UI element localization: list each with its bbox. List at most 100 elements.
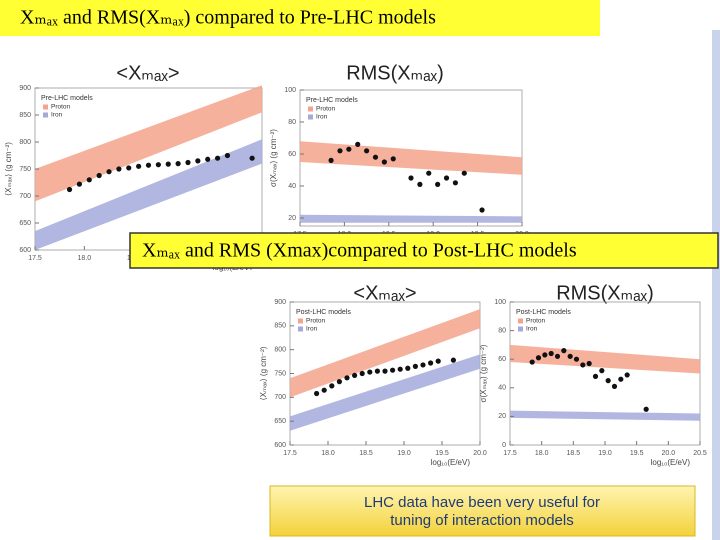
data-point (314, 390, 320, 397)
x-axis-label: log₁₀(E/eV) (431, 458, 471, 467)
side-border (712, 30, 720, 540)
slide-title: Xₘₐₓ and RMS(Xₘₐₓ) compared to Pre-LHC m… (20, 7, 436, 29)
data-point (155, 162, 161, 168)
x-tick-label: 18.0 (535, 450, 549, 457)
data-point (329, 383, 335, 389)
legend-swatch (518, 326, 523, 332)
y-tick-label: 700 (274, 394, 286, 401)
data-point (542, 352, 548, 358)
data-point (136, 163, 142, 169)
y-axis-label: σ(Xₘₐₓ) (g cm⁻²) (479, 344, 488, 402)
note-box (269, 485, 696, 537)
data-point (381, 159, 387, 165)
data-point (355, 141, 361, 147)
data-point (145, 162, 152, 168)
x-tick-label: 18.0 (78, 255, 92, 262)
y-tick-label: 80 (288, 119, 296, 126)
data-point (452, 180, 458, 186)
chart-title: RMS(Xₘₐₓ) (346, 62, 444, 84)
x-tick-label: 18.0 (321, 450, 335, 457)
data-point (321, 387, 327, 393)
data-point (96, 172, 102, 179)
y-tick-label: 650 (19, 220, 31, 227)
data-point (214, 155, 221, 161)
x-tick-label: 19.0 (397, 450, 411, 457)
y-tick-label: 20 (498, 413, 506, 420)
legend-label: Iron (51, 112, 63, 119)
legend-swatch (308, 106, 313, 112)
chart-title: <Xₘₐₓ> (353, 282, 416, 304)
band (300, 141, 522, 175)
data-point (420, 362, 426, 368)
y-tick-label: 60 (498, 356, 506, 363)
slide-subtitle: Xₘₐₓ and RMS (Xmax)compared to Post-LHC … (142, 240, 577, 262)
y-tick-label: 650 (274, 418, 286, 425)
y-tick-label: 750 (19, 166, 31, 173)
plot: RMS(Xₘₐₓ) 0 20 40 60 80 100 17.5 18.0 18.5 19.0 19.… (479, 282, 707, 467)
data-point (374, 368, 380, 374)
y-tick-label: 900 (19, 85, 31, 92)
chart-title: <Xₘₐₓ> (116, 62, 179, 84)
legend-swatch (308, 114, 313, 120)
data-point (364, 148, 370, 154)
y-tick-label: 900 (274, 299, 286, 306)
x-tick-label: 20.0 (473, 450, 487, 457)
data-point (573, 356, 580, 362)
data-point (397, 366, 403, 372)
y-tick-label: 100 (494, 299, 506, 306)
x-tick-label: 19.5 (435, 450, 449, 457)
data-point (529, 359, 535, 365)
data-point (116, 166, 122, 172)
data-point (76, 181, 83, 187)
data-point (554, 353, 561, 359)
data-point (605, 378, 611, 384)
x-axis-label: log₁₀(E/eV) (651, 458, 691, 467)
data-point (205, 156, 211, 162)
data-point (336, 379, 342, 385)
data-point (428, 360, 434, 366)
y-tick-label: 600 (19, 247, 31, 254)
title-banner (0, 0, 600, 36)
legend-title: Pre-LHC models (41, 95, 93, 102)
legend-label: Iron (316, 114, 328, 121)
band (290, 309, 480, 398)
y-tick-label: 20 (288, 215, 296, 222)
y-axis-label: ⟨Xₘₐₓ⟩ (g cm⁻²) (4, 142, 13, 196)
data-point (175, 161, 181, 167)
data-point (106, 169, 112, 175)
data-point (126, 165, 132, 171)
data-point (417, 181, 423, 187)
band (290, 354, 480, 431)
data-point (412, 363, 418, 369)
subtitle-banner (129, 232, 719, 269)
data-point (249, 155, 255, 161)
y-tick-label: 750 (274, 370, 286, 377)
legend-label: Proton (526, 318, 546, 325)
x-tick-label: 18.5 (359, 450, 373, 457)
x-tick-label: 17.5 (28, 255, 42, 262)
data-point (426, 170, 432, 176)
band (35, 139, 262, 250)
legend-label: Iron (306, 326, 318, 333)
y-tick-label: 80 (498, 327, 506, 334)
data-point (86, 177, 92, 183)
note-line: tuning of interaction models (390, 512, 573, 529)
legend-label: Proton (306, 318, 326, 325)
data-point (359, 370, 365, 377)
band (510, 344, 700, 374)
data-point (408, 175, 414, 181)
x-tick-label: 20.5 (693, 450, 707, 457)
note-line: LHC data have been very useful for (364, 494, 600, 511)
y-tick-label: 800 (19, 139, 31, 146)
x-tick-label: 17.5 (503, 450, 517, 457)
data-point (346, 146, 352, 152)
data-point (592, 373, 599, 379)
x-tick-label: 18.5 (567, 450, 581, 457)
y-tick-label: 700 (19, 193, 31, 200)
data-point (618, 376, 624, 382)
y-tick-label: 100 (284, 87, 296, 94)
data-point (450, 357, 456, 363)
plot: <Xₘₐₓ>60065070075080085090017.518.018.51… (4, 62, 263, 272)
